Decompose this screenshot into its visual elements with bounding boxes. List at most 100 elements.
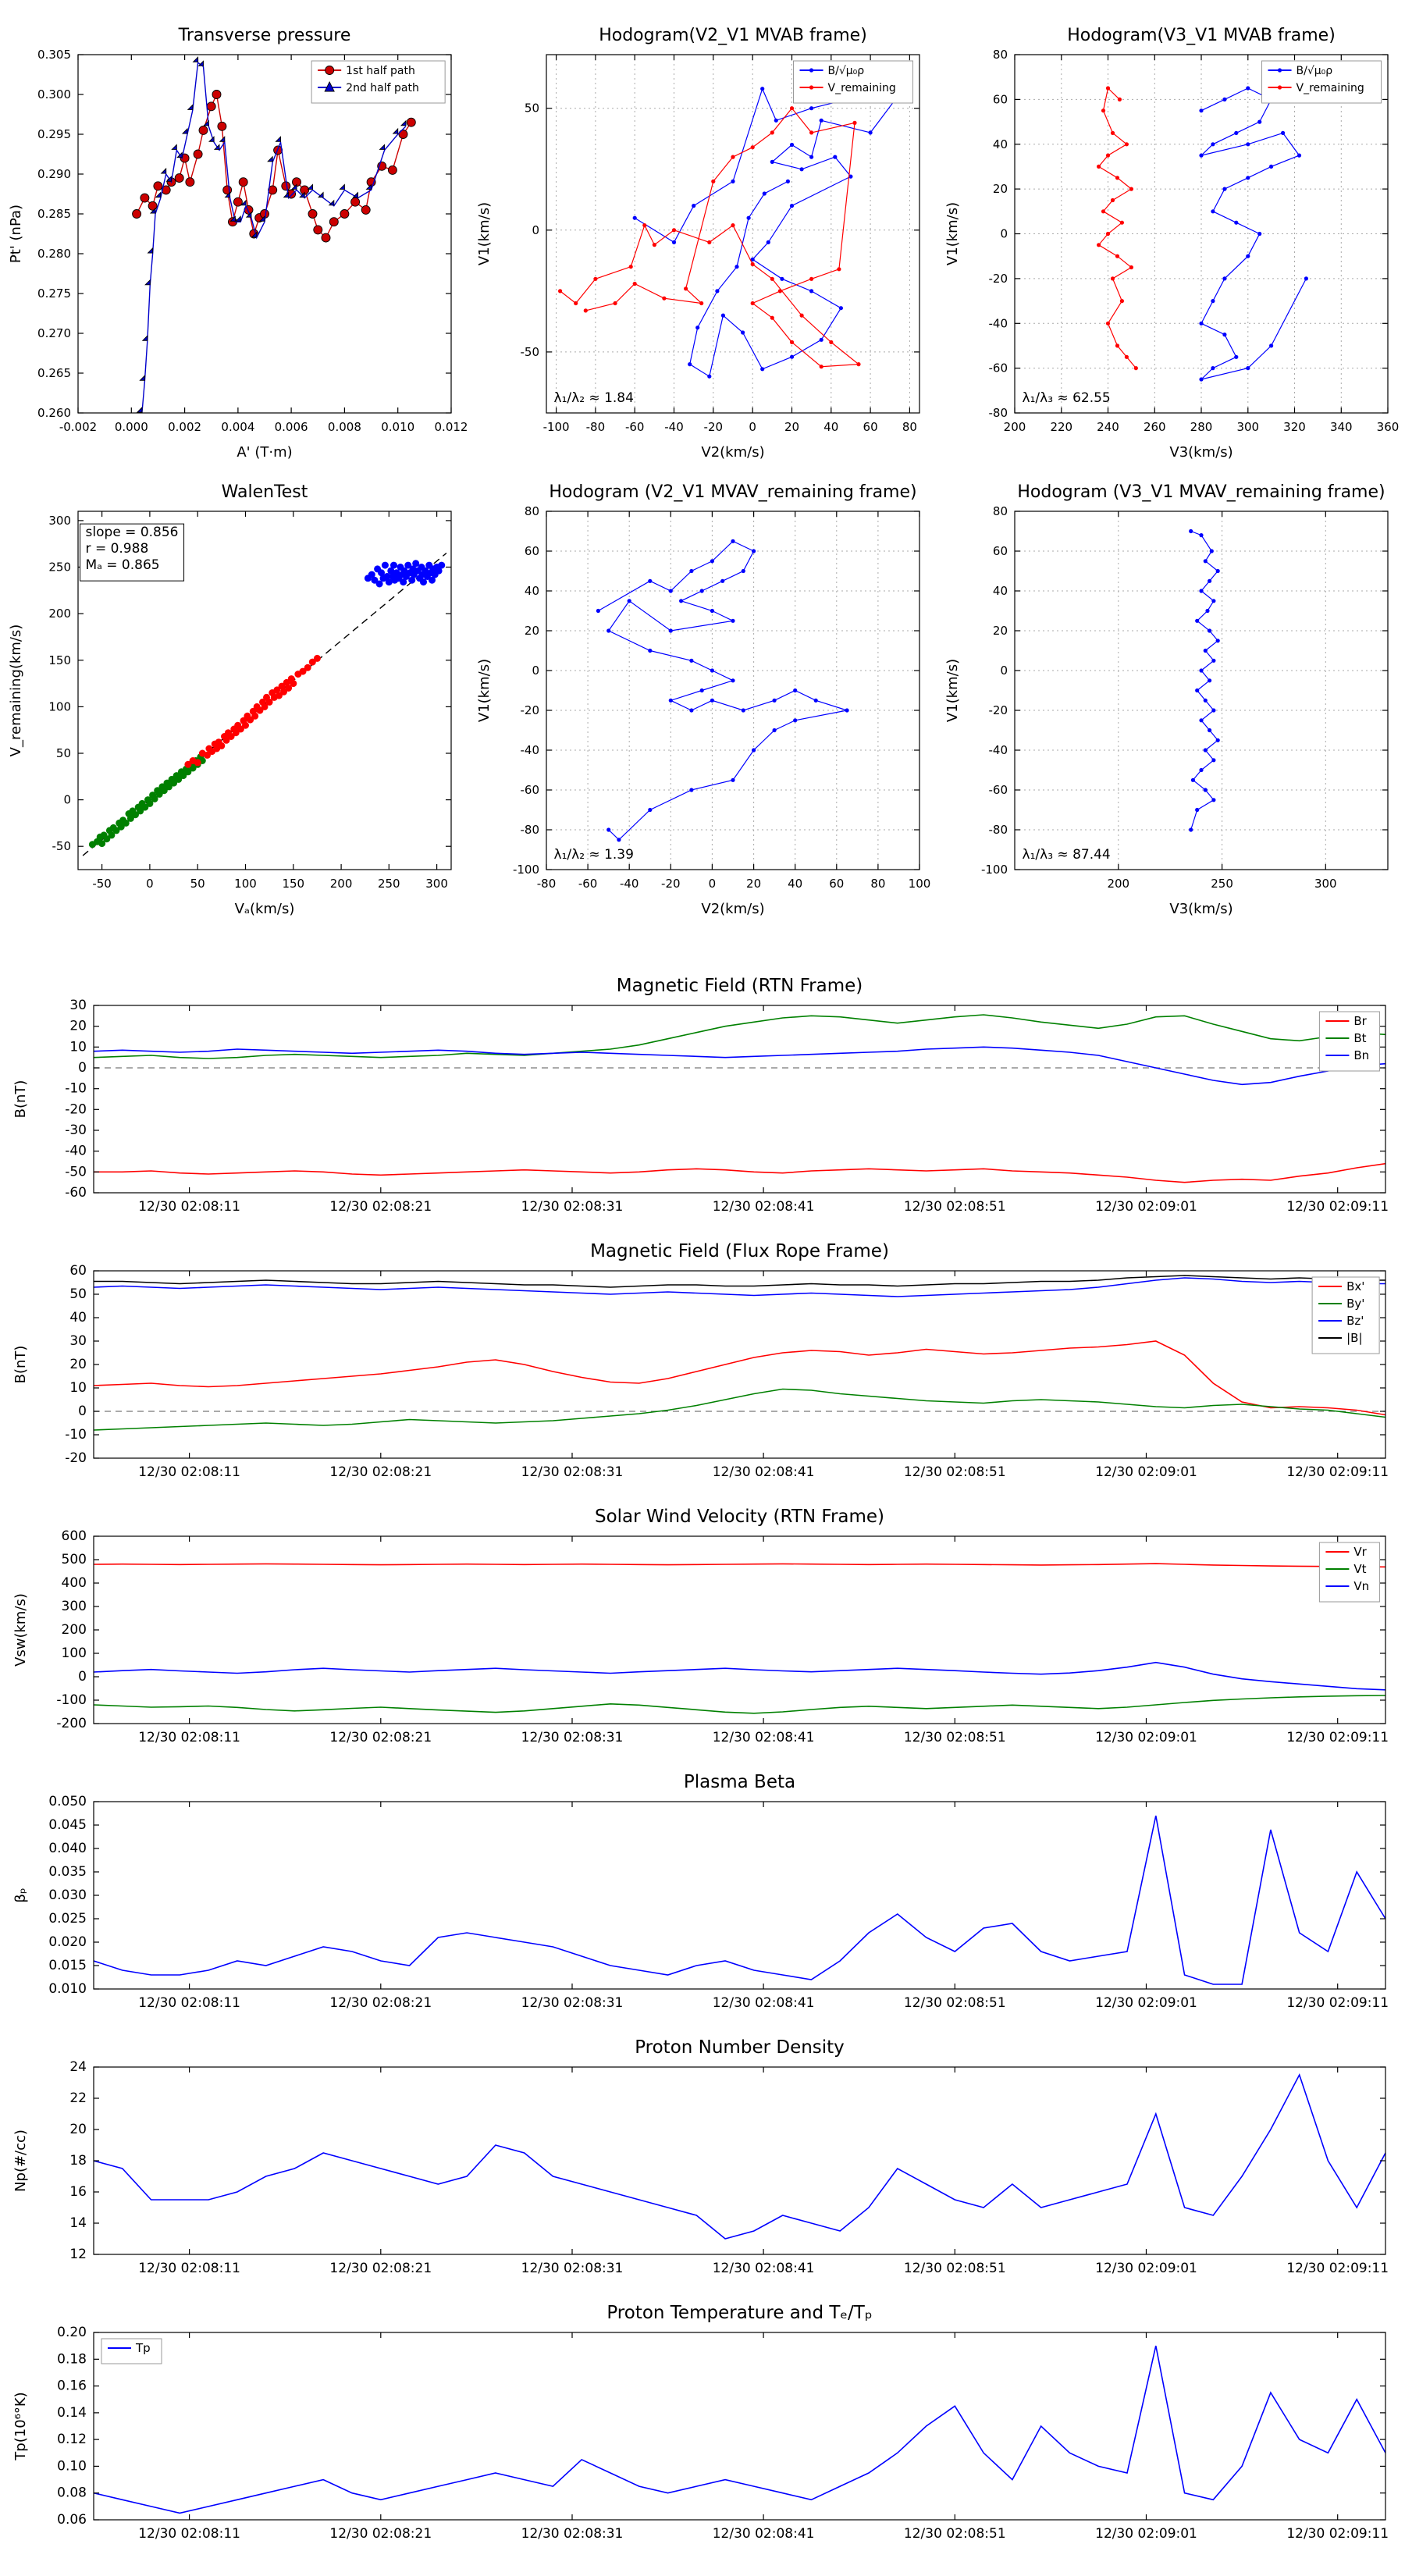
svg-text:βₚ: βₚ (12, 1888, 29, 1902)
svg-text:0.045: 0.045 (48, 1817, 87, 1833)
svg-text:0.000: 0.000 (115, 420, 148, 434)
svg-text:0.008: 0.008 (328, 420, 361, 434)
svg-text:-80: -80 (537, 877, 557, 891)
svg-text:10: 10 (69, 1380, 87, 1396)
svg-text:20: 20 (69, 1019, 87, 1034)
svg-text:0: 0 (78, 1404, 87, 1419)
svg-text:50: 50 (69, 1286, 87, 1302)
svg-text:18: 18 (69, 2153, 87, 2169)
svg-text:-60: -60 (625, 420, 645, 434)
svg-text:0.285: 0.285 (37, 207, 71, 221)
chart-transverse-pressure: -0.002 0.000 0.002 0.004 0.006 0.008 0.010 0.01… (0, 11, 468, 468)
svg-text:-60: -60 (578, 877, 598, 891)
svg-text:12/30 02:08:51: 12/30 02:08:51 (904, 2261, 1006, 2276)
svg-text:-100: -100 (56, 1692, 87, 1708)
svg-text:-200: -200 (56, 1716, 87, 1731)
svg-text:14: 14 (69, 2215, 87, 2231)
svg-text:By': By' (1346, 1297, 1364, 1311)
svg-text:0.295: 0.295 (37, 127, 71, 141)
svg-text:300: 300 (1314, 877, 1337, 891)
chart-proton-temperature: 12/30 02:08:11 12/30 02:08:21 12/30 02:08:… (0, 2295, 1405, 2560)
svg-text:80: 80 (993, 504, 1008, 518)
svg-text:12/30 02:08:31: 12/30 02:08:31 (521, 2526, 624, 2542)
svg-text:12/30 02:09:11: 12/30 02:09:11 (1286, 1730, 1389, 1745)
svg-text:12/30 02:09:01: 12/30 02:09:01 (1095, 2261, 1197, 2276)
svg-text:0.265: 0.265 (37, 366, 71, 380)
svg-text:Magnetic Field (RTN Frame): Magnetic Field (RTN Frame) (617, 976, 863, 996)
svg-text:12/30 02:08:41: 12/30 02:08:41 (713, 1995, 815, 2011)
svg-text:50: 50 (190, 877, 205, 891)
svg-text:80: 80 (525, 504, 539, 518)
svg-text:1st half path: 1st half path (346, 65, 415, 77)
svg-text:12/30 02:09:11: 12/30 02:09:11 (1286, 2261, 1389, 2276)
svg-text:Hodogram(V3_V1 MVAB frame): Hodogram(V3_V1 MVAB frame) (1067, 26, 1336, 45)
svg-text:60: 60 (863, 420, 878, 434)
svg-text:12/30 02:08:11: 12/30 02:08:11 (138, 1995, 240, 2011)
svg-text:12/30 02:09:01: 12/30 02:09:01 (1095, 2526, 1197, 2542)
svg-text:16: 16 (69, 2184, 87, 2200)
svg-text:0.18: 0.18 (57, 2351, 87, 2367)
svg-text:V1(km/s): V1(km/s) (944, 202, 961, 265)
svg-text:Tp: Tp (135, 2341, 151, 2355)
svg-text:80: 80 (993, 48, 1008, 62)
svg-text:250: 250 (48, 560, 71, 575)
chart-hodogram-v3v1-mvab: 200 220 240 260 280 300 320 340 360 -80 -60 -40 -20 0… (937, 11, 1405, 468)
svg-text:0: 0 (532, 223, 539, 237)
svg-text:-80: -80 (586, 420, 606, 434)
svg-text:200: 200 (1004, 420, 1026, 434)
chart-proton-number-density: 12/30 02:08:11 12/30 02:08:21 12/30 02:08:… (0, 2030, 1405, 2295)
svg-text:0: 0 (78, 1669, 87, 1685)
svg-text:Bx': Bx' (1346, 1279, 1364, 1293)
svg-text:200: 200 (62, 1622, 87, 1638)
svg-text:-40: -40 (989, 316, 1008, 330)
svg-text:0.020: 0.020 (48, 1934, 87, 1950)
svg-text:300: 300 (425, 877, 448, 891)
svg-text:300: 300 (1236, 420, 1259, 434)
svg-text:50: 50 (56, 746, 71, 760)
svg-text:60: 60 (525, 544, 539, 558)
svg-text:V2(km/s): V2(km/s) (701, 901, 764, 917)
svg-text:-40: -40 (521, 743, 540, 757)
svg-text:Magnetic Field (Flux Rope Fram: Magnetic Field (Flux Rope Frame) (590, 1241, 889, 1261)
svg-text:-20: -20 (65, 1450, 87, 1466)
svg-text:360: 360 (1377, 420, 1400, 434)
svg-text:Solar Wind Velocity (RTN Frame: Solar Wind Velocity (RTN Frame) (595, 1507, 884, 1527)
svg-text:λ₁/λ₂ ≈ 1.84: λ₁/λ₂ ≈ 1.84 (554, 390, 634, 406)
chart-hodogram-v3v1-mvav: 200 250 300 -100 -80 -60 -40 -20 0 20 40 60 80 Hodogr… (937, 468, 1405, 924)
svg-text:12/30 02:09:01: 12/30 02:09:01 (1095, 1995, 1197, 2011)
svg-text:-60: -60 (65, 1185, 87, 1201)
svg-text:220: 220 (1050, 420, 1072, 434)
svg-text:-60: -60 (521, 783, 540, 797)
svg-text:20: 20 (993, 182, 1008, 196)
svg-text:Pt' (nPa): Pt' (nPa) (8, 205, 24, 263)
svg-text:40: 40 (69, 1310, 87, 1325)
svg-text:20: 20 (525, 624, 539, 638)
svg-text:40: 40 (993, 137, 1008, 151)
svg-text:-80: -80 (989, 823, 1008, 837)
svg-text:12/30 02:09:11: 12/30 02:09:11 (1286, 1995, 1389, 2011)
svg-text:40: 40 (823, 420, 838, 434)
svg-text:12/30 02:08:21: 12/30 02:08:21 (329, 1464, 432, 1480)
analysis-row-1: -0.002 0.000 0.002 0.004 0.006 0.008 0.010 0.01… (0, 11, 1405, 468)
svg-text:λ₁/λ₂ ≈ 1.39: λ₁/λ₂ ≈ 1.39 (554, 847, 634, 863)
svg-text:280: 280 (1190, 420, 1213, 434)
svg-text:0.012: 0.012 (435, 420, 468, 434)
chart-magnetic-field-rtn: 12/30 02:08:11 12/30 02:08:21 12/30 02:08:… (0, 968, 1405, 1233)
svg-text:0.300: 0.300 (37, 87, 71, 101)
svg-text:Np(#/cc): Np(#/cc) (12, 2129, 29, 2192)
svg-text:12/30 02:08:11: 12/30 02:08:11 (138, 2261, 240, 2276)
svg-text:60: 60 (993, 92, 1008, 106)
svg-text:slope = 0.856: slope = 0.856 (86, 525, 179, 540)
svg-text:12/30 02:08:11: 12/30 02:08:11 (138, 1730, 240, 1745)
svg-text:V_remaining: V_remaining (828, 82, 896, 94)
svg-text:0.280: 0.280 (37, 247, 71, 261)
svg-text:12: 12 (69, 2247, 87, 2262)
svg-text:Bt: Bt (1353, 1031, 1366, 1045)
svg-text:0: 0 (78, 1060, 87, 1076)
svg-text:Mₐ = 0.865: Mₐ = 0.865 (86, 557, 160, 573)
svg-text:0.260: 0.260 (37, 406, 71, 420)
chart-plasma-beta: 12/30 02:08:11 12/30 02:08:21 12/30 02:08:… (0, 1764, 1405, 2030)
svg-text:320: 320 (1283, 420, 1306, 434)
svg-text:Proton Number Density: Proton Number Density (635, 2037, 845, 2058)
svg-text:50: 50 (525, 101, 539, 116)
